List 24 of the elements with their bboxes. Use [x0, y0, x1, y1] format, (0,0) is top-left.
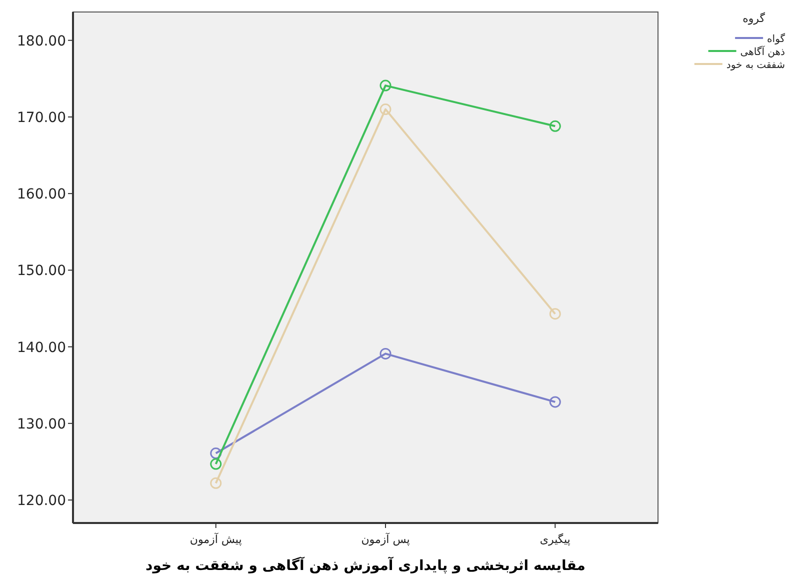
point — [380, 104, 392, 116]
point — [549, 120, 561, 132]
legend-title: گروه — [742, 12, 766, 25]
point — [549, 308, 561, 320]
legend-label: ذهن آگاهی — [740, 45, 785, 58]
x-tick-label: پس آزمون — [361, 532, 410, 546]
point — [210, 448, 222, 460]
y-tick-label: 130.00 — [17, 416, 66, 432]
y-tick-label: 150.00 — [17, 263, 66, 280]
point — [380, 348, 392, 360]
point — [210, 477, 222, 489]
x-tick-label: پیش آزمون — [190, 532, 242, 546]
legend-label: شفقت به خود — [726, 60, 785, 71]
point — [380, 80, 392, 92]
y-tick-label: 140.00 — [17, 340, 66, 356]
y-tick-label: 160.00 — [17, 186, 66, 203]
x-axis-title: مقایسه اثربخشی و پایداری آموزش ذهن آگاهی و شفقت به خود — [146, 556, 586, 574]
x-tick-label: پیگیری — [540, 533, 570, 546]
y-tick-label: 180.00 — [17, 33, 66, 50]
y-tick-label: 170.00 — [17, 110, 66, 126]
legend-label: گواه — [767, 33, 786, 45]
y-tick-label: 120.00 — [17, 493, 66, 510]
point — [210, 458, 222, 470]
point — [549, 396, 561, 408]
